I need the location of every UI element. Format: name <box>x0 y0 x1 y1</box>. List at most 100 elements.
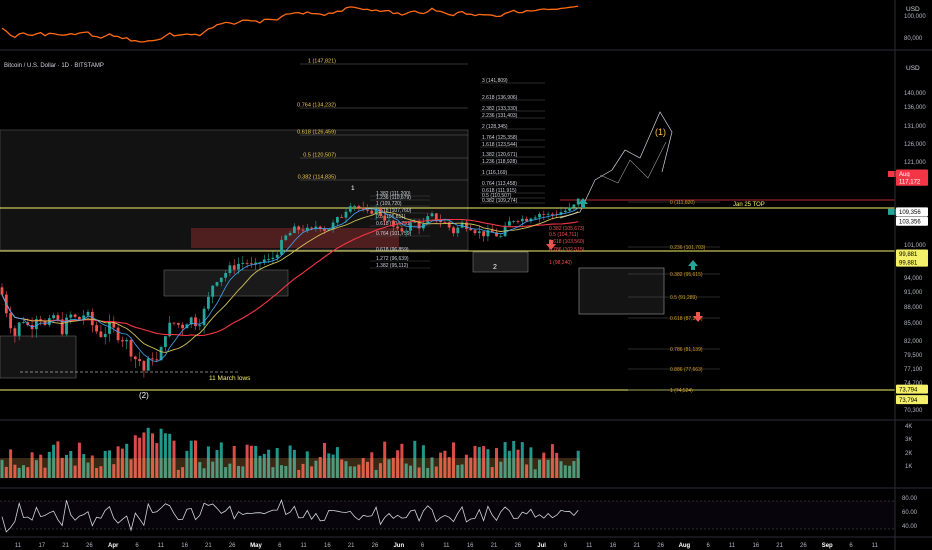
volume-bar <box>421 445 425 478</box>
volume-bar <box>17 467 21 478</box>
fib-level-label: 2.618 (136,906) <box>482 95 518 101</box>
volume-bar <box>241 466 245 478</box>
volume-bar <box>198 462 202 478</box>
resistance-zone-box[interactable] <box>0 129 469 251</box>
symbol-title: Bitcoin / U.S. Dollar · 1D · BITSTAMP <box>4 63 104 69</box>
candle-body <box>447 222 451 228</box>
candle-body <box>465 222 468 229</box>
time-axis-label: 16 <box>610 543 617 549</box>
candle-body <box>477 231 481 234</box>
time-axis-label: Apr <box>108 543 119 549</box>
price-axis-tick: 140,000 <box>904 91 926 97</box>
top-pane[interactable]: USD 100,000 80,000 <box>0 5 932 51</box>
time-axis-label: 21 <box>62 543 69 549</box>
candle-body <box>232 265 236 270</box>
candle-body <box>271 257 275 260</box>
volume-bar <box>30 452 34 478</box>
volume-bar <box>163 433 167 478</box>
fib-level-label: 1 (74,524) <box>670 388 693 394</box>
candle-body <box>65 317 68 335</box>
fib-level-label: 0.764 (134,232) <box>297 103 336 109</box>
time-axis[interactable]: 11 17 21 26 Apr 6 11 16 21 26 May 6 11 16 21 26 Jun 6 11 16… <box>15 543 879 549</box>
main-pane[interactable]: Bitcoin / U.S. Dollar · 1D · BITSTAMP US… <box>0 59 928 415</box>
fib-level-label: 0.618 (103,560) <box>549 239 585 245</box>
price-axis-tick: 82,000 <box>904 339 923 345</box>
volume-bar <box>4 466 8 478</box>
volume-bar <box>378 463 382 478</box>
volume-bar <box>146 427 150 478</box>
candle-body <box>576 198 580 205</box>
candle-body <box>267 259 270 260</box>
volume-bar <box>546 459 550 478</box>
volume-bar <box>310 466 314 478</box>
candle-body <box>129 340 133 357</box>
volume-bar <box>301 463 305 478</box>
volume-bar <box>194 440 197 478</box>
volume-tick: 3K <box>905 437 912 443</box>
fib-level-label: 0.382 (109,274) <box>482 198 518 204</box>
time-axis-label: Jun <box>393 543 404 549</box>
volume-bar <box>576 450 580 478</box>
candle-body <box>508 221 511 226</box>
fibonacci-levels[interactable]: 1 (147,821) 0.764 (134,232) 0.618 (126,459… <box>297 59 720 395</box>
top-pane-tick-100k: 100,000 <box>904 14 926 20</box>
volume-bar <box>275 448 279 478</box>
volume-bar <box>82 454 86 478</box>
time-axis-label: 11 <box>729 543 736 549</box>
price-badge-label: 99,881 <box>899 252 918 258</box>
candle-body <box>78 316 81 320</box>
time-axis-label: 26 <box>86 543 93 549</box>
wave-2-box[interactable] <box>472 251 529 273</box>
volume-bar <box>499 461 503 478</box>
fib-level-label: 2.382 (133,330) <box>482 106 518 112</box>
volume-bar <box>69 451 73 478</box>
time-axis-label: 26 <box>514 543 521 549</box>
candle-body <box>520 218 524 222</box>
candle-body <box>516 221 520 222</box>
price-badge <box>896 395 928 405</box>
candle-body <box>250 263 253 265</box>
time-axis-label: 17 <box>38 543 45 549</box>
volume-pane[interactable]: 4K 3K 2K 1K <box>0 419 932 478</box>
candle-body <box>237 263 240 270</box>
volume-bar <box>413 440 417 478</box>
candle-body <box>189 317 193 325</box>
volume-bar <box>542 452 546 478</box>
candle-body <box>0 287 4 295</box>
candle-body <box>297 226 301 230</box>
candle-body <box>22 322 25 324</box>
volume-bar <box>13 464 17 478</box>
volume-bar <box>95 468 99 478</box>
projection-path-alt[interactable] <box>599 141 667 184</box>
price-axis[interactable]: 140,000136,000131,000126,000121,000117,0… <box>904 91 926 414</box>
candle-body <box>370 210 374 214</box>
candle-body <box>417 221 421 229</box>
time-axis-label: 26 <box>657 543 664 549</box>
volume-bar <box>202 468 206 478</box>
candle-body <box>327 229 331 231</box>
time-axis-label: 16 <box>324 543 331 549</box>
volume-bar <box>206 446 210 478</box>
fib-level-label: 1.382 (95,112) <box>376 263 408 269</box>
candle-body <box>52 315 55 319</box>
price-badge <box>896 216 928 226</box>
candle-body <box>99 331 103 338</box>
target-zone-box[interactable] <box>578 267 665 315</box>
volume-bar <box>439 452 443 478</box>
candle-body <box>426 216 430 224</box>
time-axis-label: 26 <box>372 543 379 549</box>
candle-body <box>155 359 159 361</box>
price-badge <box>896 176 928 186</box>
volume-bar <box>473 445 477 478</box>
march-lows-box[interactable] <box>0 335 77 379</box>
time-axis-label: 11 <box>300 543 307 549</box>
candle-body <box>323 228 326 231</box>
candle-body <box>452 227 455 234</box>
candle-body <box>194 317 197 327</box>
volume-bar <box>86 462 90 478</box>
fib-level-label: 1.382 (111,200) <box>376 191 411 197</box>
candle-body <box>430 213 434 217</box>
candle-body <box>387 220 391 222</box>
rsi-pane[interactable]: 80.00 60.00 40.00 <box>0 487 932 533</box>
